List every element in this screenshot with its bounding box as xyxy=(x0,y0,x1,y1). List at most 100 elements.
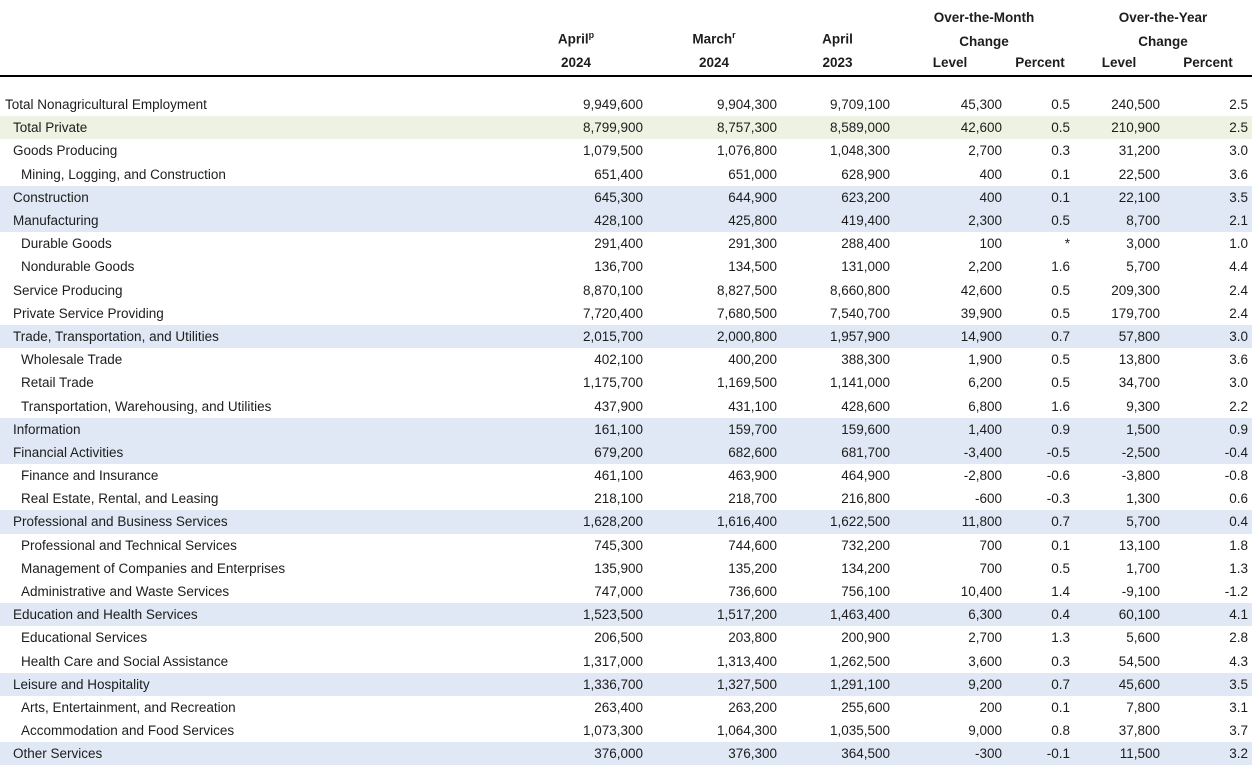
value-cell: 682,600 xyxy=(647,441,781,464)
value-cell: 1.3 xyxy=(1164,557,1252,580)
row-label: Goods Producing xyxy=(0,139,505,162)
table-header: Over-the-Month Over-the-Year Aprilp Marc… xyxy=(0,0,1252,76)
value-cell: 388,300 xyxy=(781,348,894,371)
value-cell: 210,900 xyxy=(1074,116,1164,139)
table-row: Professional and Technical Services745,3… xyxy=(0,534,1252,557)
value-cell: 364,500 xyxy=(781,742,894,765)
value-cell: 136,700 xyxy=(505,255,647,278)
row-label: Professional and Business Services xyxy=(0,510,505,533)
header-oty-change-label: Change xyxy=(1074,26,1252,50)
value-cell: 0.9 xyxy=(1006,418,1074,441)
value-cell: 0.7 xyxy=(1006,325,1074,348)
value-cell: 8,589,000 xyxy=(781,116,894,139)
value-cell: 400 xyxy=(894,186,1006,209)
value-cell: 200 xyxy=(894,696,1006,719)
value-cell: 7,680,500 xyxy=(647,302,781,325)
value-cell: -600 xyxy=(894,487,1006,510)
table-row: Goods Producing1,079,5001,076,8001,048,3… xyxy=(0,139,1252,162)
value-cell: 0.5 xyxy=(1006,93,1074,116)
table-row: Finance and Insurance461,100463,900464,9… xyxy=(0,464,1252,487)
value-cell: 700 xyxy=(894,534,1006,557)
value-cell: 159,700 xyxy=(647,418,781,441)
table-row: Total Private8,799,9008,757,3008,589,000… xyxy=(0,116,1252,139)
value-cell: 3.0 xyxy=(1164,325,1252,348)
value-cell: 2.2 xyxy=(1164,394,1252,417)
value-cell: 291,300 xyxy=(647,232,781,255)
value-cell: 8,799,900 xyxy=(505,116,647,139)
value-cell: 2,300 xyxy=(894,209,1006,232)
value-cell: 0.7 xyxy=(1006,510,1074,533)
revised-superscript: r xyxy=(732,30,736,40)
value-cell: 0.5 xyxy=(1006,557,1074,580)
value-cell: 0.1 xyxy=(1006,696,1074,719)
value-cell: -0.5 xyxy=(1006,441,1074,464)
value-cell: 644,900 xyxy=(647,186,781,209)
spacer-cell xyxy=(0,76,1252,93)
value-cell: 1,622,500 xyxy=(781,510,894,533)
header-empty-label-cell xyxy=(0,50,505,76)
value-cell: 60,100 xyxy=(1074,603,1164,626)
value-cell: 2.4 xyxy=(1164,279,1252,302)
value-cell: 14,900 xyxy=(894,325,1006,348)
value-cell: 9,300 xyxy=(1074,394,1164,417)
value-cell: 263,200 xyxy=(647,696,781,719)
value-cell: 1.6 xyxy=(1006,255,1074,278)
value-cell: 747,000 xyxy=(505,580,647,603)
value-cell: 2,200 xyxy=(894,255,1006,278)
value-cell: 7,720,400 xyxy=(505,302,647,325)
value-cell: 100 xyxy=(894,232,1006,255)
value-cell: 3.6 xyxy=(1164,348,1252,371)
value-cell: 1.8 xyxy=(1164,534,1252,557)
value-cell: 57,800 xyxy=(1074,325,1164,348)
row-label: Total Nonagricultural Employment xyxy=(0,93,505,116)
value-cell: 1,048,300 xyxy=(781,139,894,162)
table-row: Transportation, Warehousing, and Utiliti… xyxy=(0,394,1252,417)
value-cell: 135,200 xyxy=(647,557,781,580)
value-cell: 218,100 xyxy=(505,487,647,510)
header-oty-level: Level xyxy=(1074,50,1164,76)
header-otm-level: Level xyxy=(894,50,1006,76)
header-empty-cell xyxy=(505,0,894,26)
value-cell: 1.3 xyxy=(1006,626,1074,649)
value-cell: 203,800 xyxy=(647,626,781,649)
value-cell: 623,200 xyxy=(781,186,894,209)
value-cell: 9,904,300 xyxy=(647,93,781,116)
value-cell: 0.5 xyxy=(1006,279,1074,302)
value-cell: 8,870,100 xyxy=(505,279,647,302)
value-cell: 651,000 xyxy=(647,163,781,186)
value-cell: 0.1 xyxy=(1006,163,1074,186)
value-cell: 10,400 xyxy=(894,580,1006,603)
value-cell: 34,700 xyxy=(1074,371,1164,394)
header-march-2024-month: Marchr xyxy=(647,26,781,50)
header-otm-percent: Percent xyxy=(1006,50,1074,76)
value-cell: 1,517,200 xyxy=(647,603,781,626)
row-label: Leisure and Hospitality xyxy=(0,673,505,696)
value-cell: 645,300 xyxy=(505,186,647,209)
table-row: Professional and Business Services1,628,… xyxy=(0,510,1252,533)
row-label: Durable Goods xyxy=(0,232,505,255)
value-cell: 6,300 xyxy=(894,603,1006,626)
row-label: Administrative and Waste Services xyxy=(0,580,505,603)
value-cell: -0.3 xyxy=(1006,487,1074,510)
value-cell: 263,400 xyxy=(505,696,647,719)
value-cell: -300 xyxy=(894,742,1006,765)
value-cell: -3,400 xyxy=(894,441,1006,464)
value-cell: 431,100 xyxy=(647,394,781,417)
value-cell: -2,800 xyxy=(894,464,1006,487)
row-label: Nondurable Goods xyxy=(0,255,505,278)
table-row: Total Nonagricultural Employment9,949,60… xyxy=(0,93,1252,116)
value-cell: 5,600 xyxy=(1074,626,1164,649)
value-cell: 756,100 xyxy=(781,580,894,603)
value-cell: -1.2 xyxy=(1164,580,1252,603)
value-cell: 736,600 xyxy=(647,580,781,603)
value-cell: 3.2 xyxy=(1164,742,1252,765)
value-cell: 206,500 xyxy=(505,626,647,649)
row-label: Private Service Providing xyxy=(0,302,505,325)
value-cell: 5,700 xyxy=(1074,255,1164,278)
value-cell: 3.0 xyxy=(1164,371,1252,394)
row-label: Total Private xyxy=(0,116,505,139)
value-cell: 6,800 xyxy=(894,394,1006,417)
row-label: Finance and Insurance xyxy=(0,464,505,487)
value-cell: 2.5 xyxy=(1164,93,1252,116)
value-cell: 651,400 xyxy=(505,163,647,186)
